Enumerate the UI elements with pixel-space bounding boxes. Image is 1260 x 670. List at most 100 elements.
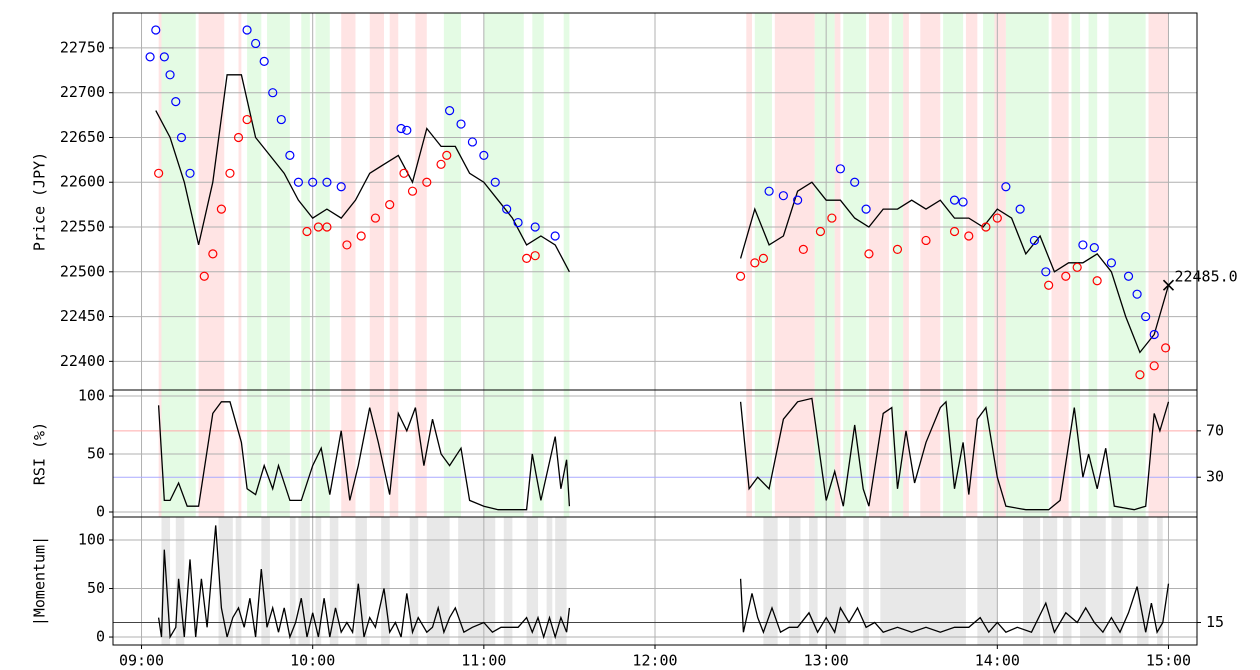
shaded-band bbox=[532, 13, 544, 390]
plot-area bbox=[113, 390, 1197, 517]
y-tick-label: 22600 bbox=[60, 173, 105, 191]
shaded-band bbox=[298, 517, 310, 645]
point bbox=[1132, 289, 1142, 299]
point bbox=[216, 204, 226, 214]
point bbox=[479, 150, 489, 160]
point bbox=[550, 231, 560, 241]
x-tick-label: 13:00 bbox=[804, 652, 849, 670]
point bbox=[1072, 262, 1082, 272]
shaded-band bbox=[891, 13, 904, 390]
shaded-band bbox=[1051, 13, 1069, 390]
point bbox=[242, 114, 252, 125]
shaded-band bbox=[1051, 390, 1069, 517]
point bbox=[1092, 276, 1102, 286]
point bbox=[530, 222, 540, 232]
shaded-band bbox=[1111, 517, 1123, 645]
point bbox=[159, 52, 169, 62]
point bbox=[949, 226, 960, 237]
shaded-band bbox=[532, 390, 544, 517]
point bbox=[1061, 271, 1071, 281]
shaded-band bbox=[247, 390, 262, 517]
point bbox=[402, 125, 412, 135]
shaded-band bbox=[994, 13, 1006, 390]
shaded-band bbox=[994, 390, 1006, 517]
shaded-band bbox=[814, 390, 835, 517]
shaded-band bbox=[415, 390, 427, 517]
point bbox=[850, 177, 860, 187]
y-tick-label: 0 bbox=[96, 628, 105, 646]
shaded-band bbox=[920, 390, 941, 517]
point bbox=[958, 197, 968, 207]
shaded-band bbox=[754, 13, 772, 390]
shaded-band bbox=[555, 517, 567, 645]
point bbox=[530, 251, 540, 261]
plot-area bbox=[113, 517, 1197, 645]
annotation-label: 22485.0 bbox=[1174, 268, 1237, 286]
y-tick-label: 22750 bbox=[60, 38, 105, 56]
shaded-band bbox=[355, 517, 367, 645]
point bbox=[302, 226, 312, 237]
point bbox=[199, 271, 209, 281]
point bbox=[1135, 370, 1145, 380]
point bbox=[436, 159, 446, 169]
point bbox=[1078, 240, 1088, 250]
shaded-band bbox=[161, 13, 196, 390]
shaded-band bbox=[814, 13, 835, 390]
shaded-band bbox=[754, 390, 772, 517]
point bbox=[798, 244, 808, 255]
shaded-band bbox=[834, 390, 841, 517]
point bbox=[1141, 311, 1151, 322]
point bbox=[233, 132, 244, 143]
shaded-band bbox=[409, 517, 419, 645]
shaded-band bbox=[415, 13, 427, 390]
point bbox=[827, 213, 837, 223]
point bbox=[981, 222, 991, 232]
point bbox=[522, 253, 532, 263]
shaded-band bbox=[546, 517, 553, 645]
point bbox=[342, 240, 352, 250]
y-axis-label: Price (JPY) bbox=[31, 152, 49, 251]
shaded-band bbox=[1108, 390, 1146, 517]
shaded-band bbox=[746, 390, 752, 517]
shaded-band bbox=[458, 517, 496, 645]
point bbox=[778, 191, 788, 201]
shaded-band bbox=[483, 390, 524, 517]
plot-area bbox=[113, 13, 1197, 390]
point bbox=[502, 204, 512, 214]
point bbox=[1149, 361, 1159, 371]
shaded-band bbox=[381, 517, 390, 645]
point bbox=[861, 204, 871, 214]
shaded-band bbox=[834, 13, 841, 390]
shaded-band bbox=[1137, 517, 1149, 645]
point bbox=[322, 222, 332, 232]
shaded-band bbox=[341, 13, 356, 390]
shaded-band bbox=[880, 517, 966, 645]
point bbox=[322, 177, 332, 187]
shaded-band bbox=[161, 390, 196, 517]
shaded-band bbox=[267, 13, 290, 390]
y-tick-label: 100 bbox=[78, 530, 105, 548]
shaded-band bbox=[843, 390, 867, 517]
point bbox=[370, 213, 381, 223]
point bbox=[1089, 243, 1099, 253]
point bbox=[1041, 267, 1051, 277]
point bbox=[268, 88, 278, 98]
point bbox=[456, 119, 466, 129]
point bbox=[171, 97, 181, 107]
shaded-band bbox=[443, 390, 462, 517]
point bbox=[225, 168, 235, 178]
line bbox=[157, 397, 1170, 511]
point bbox=[242, 25, 252, 35]
point bbox=[151, 25, 161, 35]
y-tick-label: 22650 bbox=[60, 128, 105, 146]
point bbox=[154, 168, 164, 178]
shaded-band bbox=[1022, 517, 1041, 645]
shaded-band bbox=[426, 517, 450, 645]
point bbox=[764, 186, 774, 196]
shaded-band bbox=[158, 13, 162, 390]
point bbox=[892, 244, 903, 255]
shaded-band bbox=[389, 13, 399, 390]
y-tick-label: 50 bbox=[87, 579, 105, 597]
shaded-band bbox=[868, 13, 889, 390]
